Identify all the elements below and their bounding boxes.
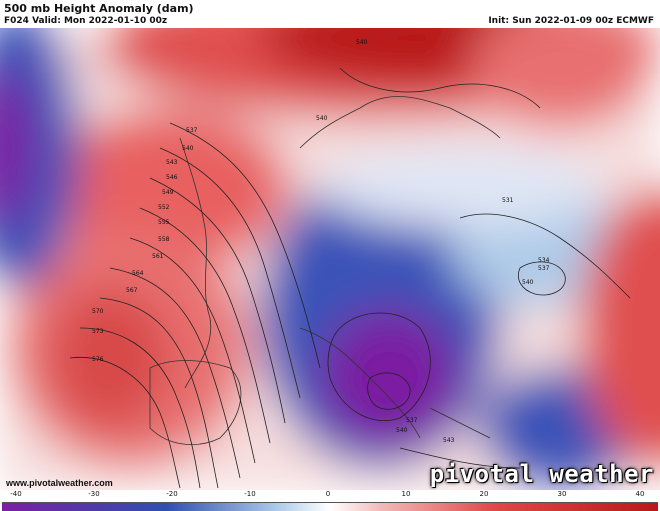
contour-label: 558: [158, 236, 170, 243]
contour-label: 552: [158, 204, 170, 211]
colorbar-tick: -30: [88, 490, 100, 498]
contour-label: 537: [186, 127, 198, 134]
colorbar-tick: -20: [166, 490, 178, 498]
height-contours: [69, 67, 631, 489]
contour-label: 540: [522, 279, 534, 286]
brand-logo: pivotal weather: [429, 460, 654, 488]
valid-time: F024 Valid: Mon 2022-01-10 00z: [4, 16, 168, 26]
colorbar-tick: 20: [479, 490, 489, 498]
contour-label: 570: [92, 308, 104, 315]
colorbar-tick: 30: [557, 490, 567, 498]
anomaly-map-svg: 540 540 537 540 543 546 549 552 555 558 …: [0, 28, 660, 490]
contour-label: 576: [92, 356, 104, 363]
colorbar-tick: 10: [401, 490, 411, 498]
contour-label: 561: [152, 253, 164, 260]
contour-label: 543: [166, 159, 178, 166]
anomaly-map: 540 540 537 540 543 546 549 552 555 558 …: [0, 28, 660, 490]
contour-label: 540: [182, 145, 194, 152]
contour-label: 543: [443, 437, 455, 444]
contour-label: 540: [316, 115, 328, 122]
site-url: www.pivotalweather.com: [6, 478, 113, 488]
contour-label: 549: [162, 189, 174, 196]
contour-label: 534: [538, 257, 550, 264]
contour-label: 573: [92, 328, 104, 335]
contour-label: 540: [396, 427, 408, 434]
colorbar-tick: 40: [635, 490, 645, 498]
contour-label: 567: [126, 287, 138, 294]
contour-label: 537: [406, 417, 418, 424]
init-time: Init: Sun 2022-01-09 00z ECMWF: [488, 16, 654, 26]
contour-label: 540: [356, 39, 368, 46]
contour-label: 531: [502, 197, 514, 204]
anomaly-field: [0, 28, 660, 490]
map-title: 500 mb Height Anomaly (dam): [4, 2, 194, 15]
contour-label: 537: [538, 265, 550, 272]
colorbar-gradient: [2, 502, 658, 511]
colorbar-tick: -40: [10, 490, 22, 498]
colorbar-tick: 0: [325, 490, 331, 498]
contour-labels: 540 540 537 540 543 546 549 552 555 558 …: [92, 39, 550, 444]
colorbar: -40 -30 -20 -10 0 10 20 30 40: [0, 490, 660, 511]
contour-label: 564: [132, 270, 144, 277]
contour-label: 555: [158, 219, 170, 226]
contour-label: 546: [166, 174, 178, 181]
colorbar-tick: -10: [244, 490, 256, 498]
